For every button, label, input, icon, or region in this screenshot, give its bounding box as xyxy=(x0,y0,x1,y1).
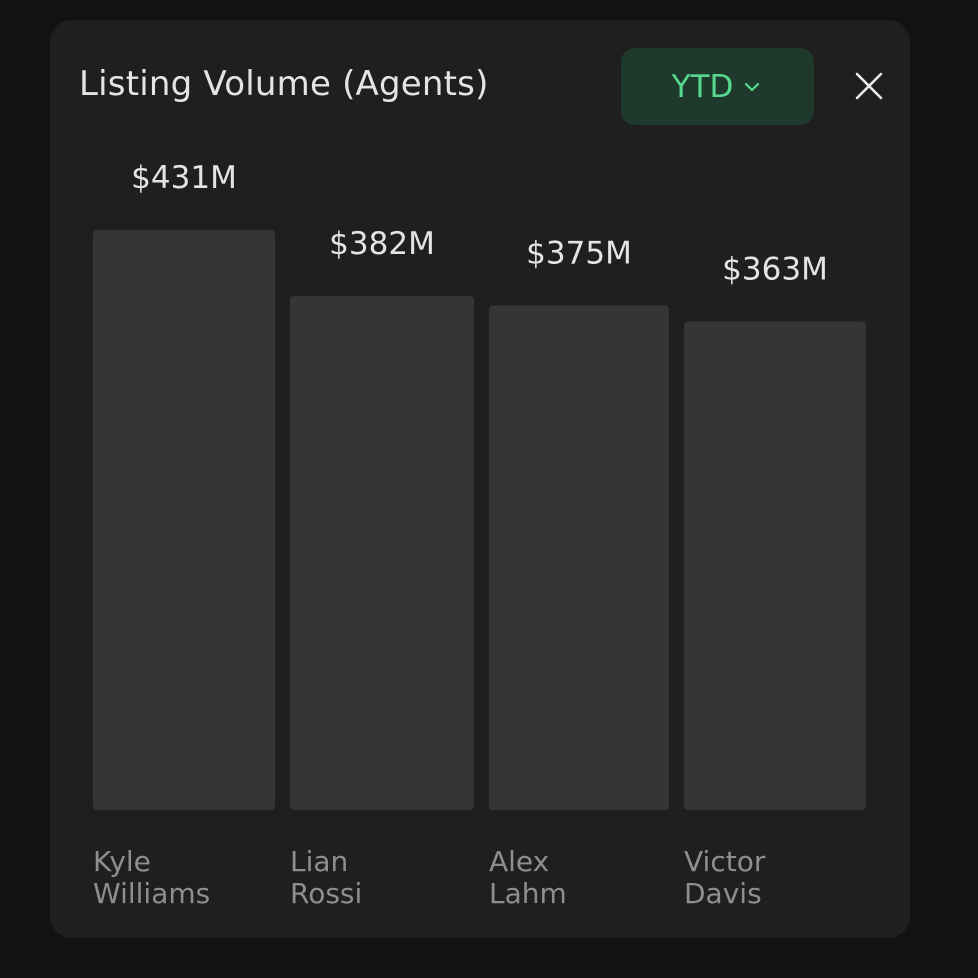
close-button[interactable] xyxy=(843,58,895,114)
range-label: YTD xyxy=(671,68,734,105)
category-label-line: Lahm xyxy=(489,877,567,910)
chevron-down-icon xyxy=(741,76,763,98)
category-label-line: Lian xyxy=(290,845,348,878)
category-label-line: Kyle xyxy=(93,845,151,878)
category-label: Victor Davis xyxy=(684,845,766,910)
bar-value-label: $382M xyxy=(329,226,435,262)
bar-3 xyxy=(489,305,669,810)
bar-1 xyxy=(93,230,275,810)
bar-4 xyxy=(684,321,866,810)
category-label-line: Alex xyxy=(489,845,549,878)
bar-chart: $431M Kyle Williams $382M Lian Rossi $375M Alex… xyxy=(93,160,866,910)
category-label: Lian Rossi xyxy=(290,845,362,910)
category-label: Kyle Williams xyxy=(93,845,210,910)
category-label-line: Davis xyxy=(684,877,762,910)
close-icon xyxy=(854,71,884,101)
bar-value-label: $431M xyxy=(131,160,237,196)
range-dropdown-button[interactable]: YTD xyxy=(621,48,814,125)
bar-value-label: $363M xyxy=(722,252,828,288)
bar-2 xyxy=(290,295,474,810)
card-title: Listing Volume (Agents) xyxy=(79,64,489,104)
bar-value-label: $375M xyxy=(526,235,632,271)
category-label-line: Rossi xyxy=(290,877,362,910)
category-label-line: Williams xyxy=(93,877,210,910)
category-label: Alex Lahm xyxy=(489,845,567,910)
category-label-line: Victor xyxy=(684,845,766,878)
listing-volume-card: Listing Volume (Agents) YTD $431M Kyle Wil… xyxy=(50,20,910,938)
